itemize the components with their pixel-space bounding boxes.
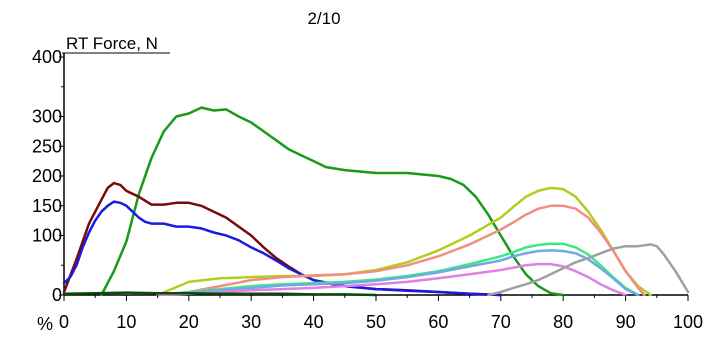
series-line-9 <box>487 243 690 297</box>
series-layer <box>62 106 690 297</box>
y-tick-label: 200 <box>32 166 62 186</box>
x-axis-label: % <box>37 314 53 334</box>
series-line-3 <box>62 200 503 297</box>
x-tick-label: 10 <box>116 312 136 332</box>
y-tick-label: 0 <box>52 285 62 305</box>
y-tick-label: 300 <box>32 107 62 127</box>
x-tick-label: 60 <box>428 312 448 332</box>
tick-layer: 0 10 20 30 40 50 60 70 80 90 100 0 100 150 200 250 300 40… <box>32 47 703 332</box>
series-line-8 <box>156 262 627 297</box>
y-tick-label: 100 <box>32 226 62 246</box>
y-axis-label: RT Force, N <box>66 34 158 53</box>
series-line-1 <box>100 106 565 297</box>
x-tick-label: 50 <box>366 312 386 332</box>
x-tick-label: 100 <box>673 312 703 332</box>
series-line-7 <box>156 249 640 297</box>
x-tick-label: 40 <box>304 312 324 332</box>
chart-title: 2/10 <box>307 9 340 28</box>
x-tick-label: 90 <box>616 312 636 332</box>
series-line-6 <box>156 242 640 297</box>
x-tick-label: 20 <box>179 312 199 332</box>
series-line-4 <box>156 186 652 297</box>
series-line-5 <box>156 204 646 297</box>
y-tick-label: 250 <box>32 136 62 156</box>
y-tick-label: 150 <box>32 196 62 216</box>
x-tick-label: 70 <box>491 312 511 332</box>
series-line-10 <box>62 291 378 297</box>
x-tick-label: 80 <box>553 312 573 332</box>
y-tick-label: 400 <box>32 47 62 67</box>
x-tick-label: 30 <box>241 312 261 332</box>
x-tick-label: 0 <box>59 312 69 332</box>
